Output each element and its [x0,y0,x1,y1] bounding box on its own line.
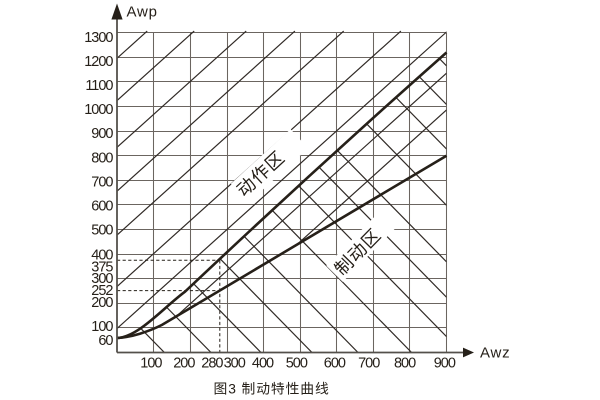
svg-text:252: 252 [91,283,113,299]
svg-text:200: 200 [91,295,113,311]
svg-text:1000: 1000 [84,102,113,118]
svg-text:200: 200 [173,356,195,372]
svg-text:400: 400 [91,247,113,263]
svg-text:300: 300 [91,271,113,287]
svg-text:100: 100 [140,356,162,372]
svg-text:400: 400 [252,356,274,372]
svg-text:500: 500 [286,356,308,372]
svg-text:375: 375 [91,260,113,276]
svg-text:700: 700 [91,175,113,191]
svg-text:700: 700 [358,356,380,372]
svg-text:900: 900 [434,356,456,372]
svg-text:500: 500 [91,223,113,239]
svg-text:1100: 1100 [85,78,113,94]
svg-text:280: 280 [201,356,223,372]
svg-text:600: 600 [324,356,346,372]
svg-text:600: 600 [91,199,113,215]
svg-text:300: 300 [224,356,246,372]
svg-text:1200: 1200 [84,54,113,70]
svg-text:Awz: Awz [480,345,510,362]
svg-text:图3 制动特性曲线: 图3 制动特性曲线 [214,381,330,396]
svg-text:800: 800 [394,356,416,372]
svg-text:Awp: Awp [127,4,158,21]
svg-text:1300: 1300 [84,30,113,46]
svg-text:60: 60 [98,333,113,349]
svg-text:100: 100 [91,319,113,335]
svg-text:900: 900 [91,126,113,142]
svg-text:800: 800 [91,150,113,166]
